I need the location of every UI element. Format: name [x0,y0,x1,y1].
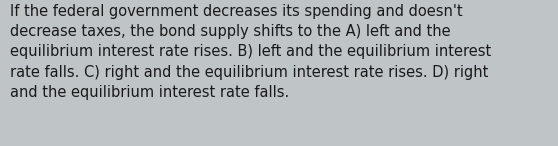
Text: If the federal government decreases its spending and doesn't
decrease taxes, the: If the federal government decreases its … [10,4,491,100]
